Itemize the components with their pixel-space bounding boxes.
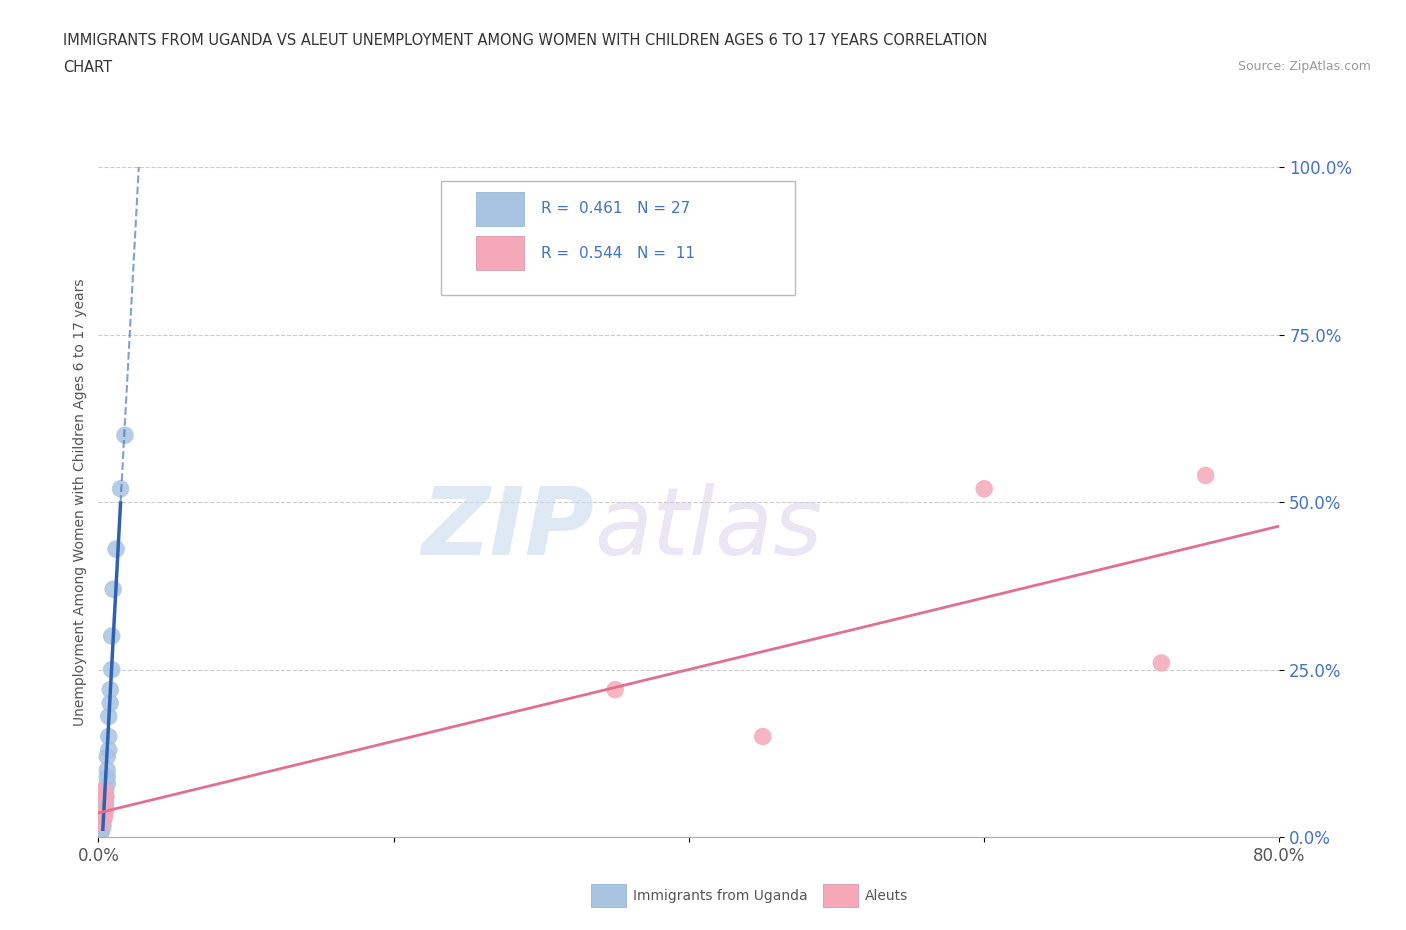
Text: Source: ZipAtlas.com: Source: ZipAtlas.com [1237,60,1371,73]
Point [1150,656,1173,671]
Point [96,763,118,777]
Text: ZIP: ZIP [422,483,595,575]
Point [114,428,136,443]
Point [97,742,120,757]
Bar [477,193,523,226]
Point [105,541,128,556]
Point [751,729,773,744]
Text: R =  0.461   N = 27: R = 0.461 N = 27 [541,202,690,217]
Text: Immigrants from Uganda: Immigrants from Uganda [633,888,807,903]
Text: R =  0.544   N =  11: R = 0.544 N = 11 [541,246,696,260]
Point [90,824,112,839]
Point [96,750,118,764]
Point [98,683,121,698]
Point [93,783,115,798]
Point [94,783,117,798]
Point [1195,468,1218,483]
Point [103,582,125,597]
Y-axis label: Unemployment Among Women with Children Ages 6 to 17 years: Unemployment Among Women with Children A… [73,278,87,726]
Bar [591,884,626,907]
Point [96,769,118,784]
Text: atlas: atlas [595,484,823,575]
Point [605,683,627,698]
Point [93,803,115,817]
Point [91,806,114,821]
Bar [823,884,858,907]
Point [100,629,122,644]
Point [973,482,995,497]
Bar [477,236,523,270]
Point [94,796,117,811]
FancyBboxPatch shape [441,180,796,295]
Point [110,482,132,497]
Point [94,803,117,817]
Point [97,729,120,744]
Point [100,662,122,677]
Text: Aleuts: Aleuts [865,888,908,903]
Point [97,709,120,724]
Point [91,817,114,831]
Point [93,809,115,824]
Point [96,776,118,790]
Point [93,809,115,824]
Point [94,790,117,804]
Point [91,809,114,824]
Text: CHART: CHART [63,60,112,75]
Point [94,790,117,804]
Point [90,817,112,831]
Point [93,796,115,811]
Text: IMMIGRANTS FROM UGANDA VS ALEUT UNEMPLOYMENT AMONG WOMEN WITH CHILDREN AGES 6 TO: IMMIGRANTS FROM UGANDA VS ALEUT UNEMPLOY… [63,33,987,47]
Point [91,819,114,834]
Point [90,823,112,838]
Point [89,826,111,841]
Point [98,696,121,711]
